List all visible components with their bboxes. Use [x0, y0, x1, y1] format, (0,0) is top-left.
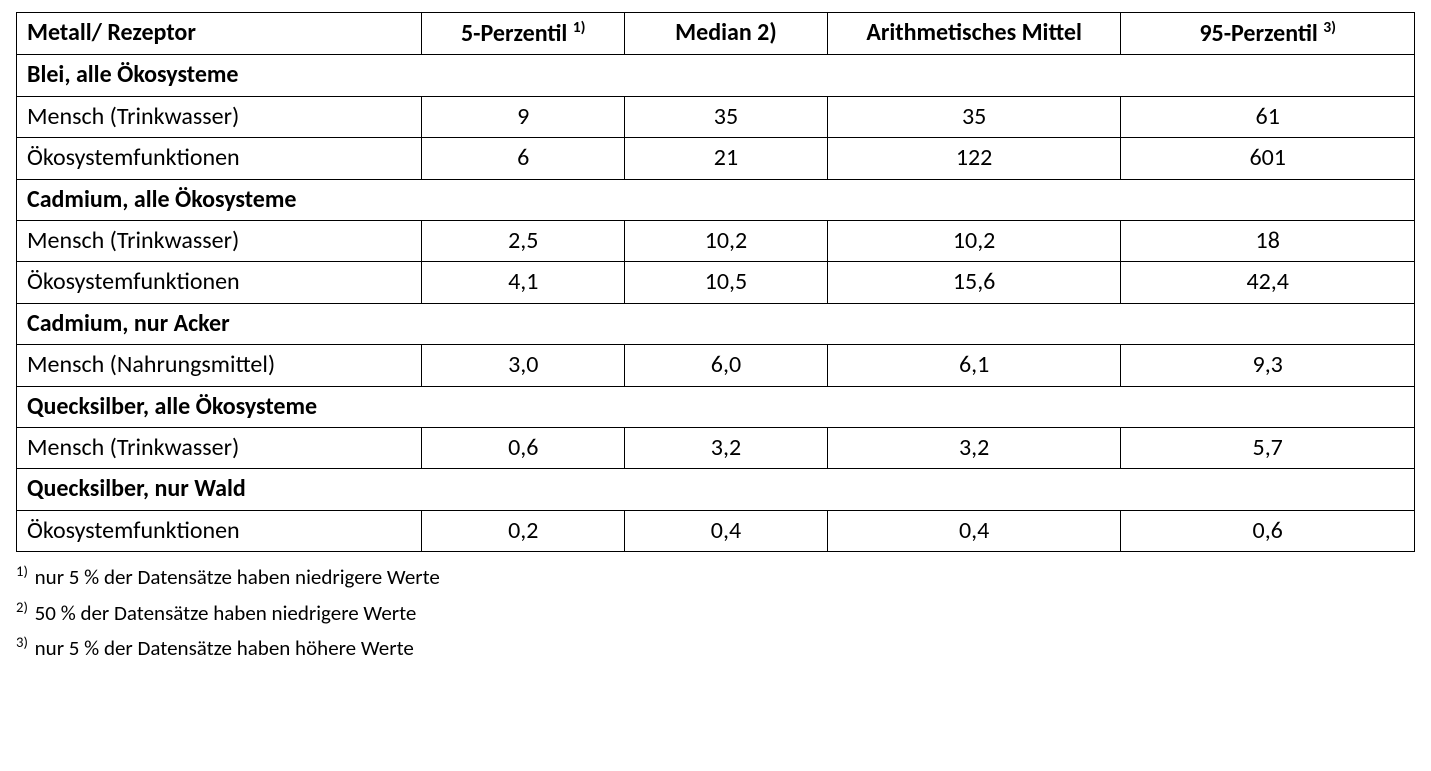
col-header-3-label: Arithmetisches Mittel: [866, 18, 1082, 47]
row-value: 0,4: [827, 510, 1121, 551]
section-title: Cadmium, alle Ökosysteme: [17, 179, 1415, 220]
row-value: 2,5: [422, 220, 625, 261]
row-value: 3,2: [827, 427, 1121, 468]
section-title: Quecksilber, alle Ökosysteme: [17, 386, 1415, 427]
col-header-0-label: Metall/ Rezeptor: [27, 18, 196, 47]
section-row: Cadmium, nur Acker: [17, 303, 1415, 344]
footnotes: 1) nur 5 % der Datensätze haben niedrige…: [16, 560, 1415, 665]
col-header-3: Arithmetisches Mittel: [827, 13, 1121, 55]
data-table: Metall/ Rezeptor 5-Perzentil 1) Median 2…: [16, 12, 1415, 552]
row-value: 3,0: [422, 345, 625, 386]
footnote-2: 2) 50 % der Datensätze haben niedrigere …: [16, 596, 1415, 630]
row-label: Ökosystemfunktionen: [17, 262, 422, 303]
table-header-row: Metall/ Rezeptor 5-Perzentil 1) Median 2…: [17, 13, 1415, 55]
row-value: 9,3: [1121, 345, 1415, 386]
table-row: Ökosystemfunktionen0,20,40,40,6: [17, 510, 1415, 551]
col-header-4-sup: 3): [1323, 18, 1336, 37]
row-value: 122: [827, 138, 1121, 179]
row-value: 42,4: [1121, 262, 1415, 303]
table-row: Mensch (Trinkwasser)0,63,23,25,7: [17, 427, 1415, 468]
row-label: Mensch (Trinkwasser): [17, 96, 422, 137]
row-value: 0,2: [422, 510, 625, 551]
row-value: 35: [827, 96, 1121, 137]
col-header-4: 95-Perzentil 3): [1121, 13, 1415, 55]
row-value: 9: [422, 96, 625, 137]
footnote-2-text: 50 % der Datensätze haben niedrigere Wer…: [30, 600, 416, 626]
row-value: 0,6: [1121, 510, 1415, 551]
row-value: 5,7: [1121, 427, 1415, 468]
footnote-1-text: nur 5 % der Datensätze haben niedrigere …: [30, 564, 440, 590]
footnote-2-mark: 2): [16, 598, 28, 616]
section-title: Blei, alle Ökosysteme: [17, 55, 1415, 96]
row-label: Ökosystemfunktionen: [17, 138, 422, 179]
row-value: 0,6: [422, 427, 625, 468]
row-value: 10,2: [625, 220, 828, 261]
row-label: Ökosystemfunktionen: [17, 510, 422, 551]
row-label: Mensch (Trinkwasser): [17, 220, 422, 261]
col-header-1-sup: 1): [573, 18, 586, 37]
row-label: Mensch (Nahrungsmittel): [17, 345, 422, 386]
footnote-3-mark: 3): [16, 633, 28, 651]
section-title: Cadmium, nur Acker: [17, 303, 1415, 344]
col-header-4-label: 95-Perzentil: [1199, 19, 1323, 48]
footnote-1: 1) nur 5 % der Datensätze haben niedrige…: [16, 560, 1415, 594]
row-value: 10,2: [827, 220, 1121, 261]
section-row: Blei, alle Ökosysteme: [17, 55, 1415, 96]
col-header-0: Metall/ Rezeptor: [17, 13, 422, 55]
row-value: 6,1: [827, 345, 1121, 386]
row-value: 35: [625, 96, 828, 137]
row-value: 18: [1121, 220, 1415, 261]
row-value: 61: [1121, 96, 1415, 137]
table-body: Blei, alle ÖkosystemeMensch (Trinkwasser…: [17, 55, 1415, 552]
table-row: Ökosystemfunktionen4,110,515,642,4: [17, 262, 1415, 303]
row-value: 6,0: [625, 345, 828, 386]
section-title: Quecksilber, nur Wald: [17, 469, 1415, 510]
row-label: Mensch (Trinkwasser): [17, 427, 422, 468]
row-value: 601: [1121, 138, 1415, 179]
section-row: Quecksilber, alle Ökosysteme: [17, 386, 1415, 427]
table-row: Ökosystemfunktionen621122601: [17, 138, 1415, 179]
row-value: 4,1: [422, 262, 625, 303]
row-value: 0,4: [625, 510, 828, 551]
table-row: Mensch (Trinkwasser)9353561: [17, 96, 1415, 137]
row-value: 3,2: [625, 427, 828, 468]
row-value: 6: [422, 138, 625, 179]
col-header-1: 5-Perzentil 1): [422, 13, 625, 55]
section-row: Cadmium, alle Ökosysteme: [17, 179, 1415, 220]
table-row: Mensch (Trinkwasser)2,510,210,218: [17, 220, 1415, 261]
footnote-3: 3) nur 5 % der Datensätze haben höhere W…: [16, 631, 1415, 665]
row-value: 15,6: [827, 262, 1121, 303]
footnote-1-mark: 1): [16, 562, 28, 580]
table-row: Mensch (Nahrungsmittel)3,06,06,19,3: [17, 345, 1415, 386]
col-header-2: Median 2): [625, 13, 828, 55]
footnote-3-text: nur 5 % der Datensätze haben höhere Wert…: [30, 635, 414, 661]
section-row: Quecksilber, nur Wald: [17, 469, 1415, 510]
row-value: 21: [625, 138, 828, 179]
col-header-2-label: Median 2): [675, 18, 777, 47]
col-header-1-label: 5-Perzentil: [461, 19, 573, 48]
row-value: 10,5: [625, 262, 828, 303]
